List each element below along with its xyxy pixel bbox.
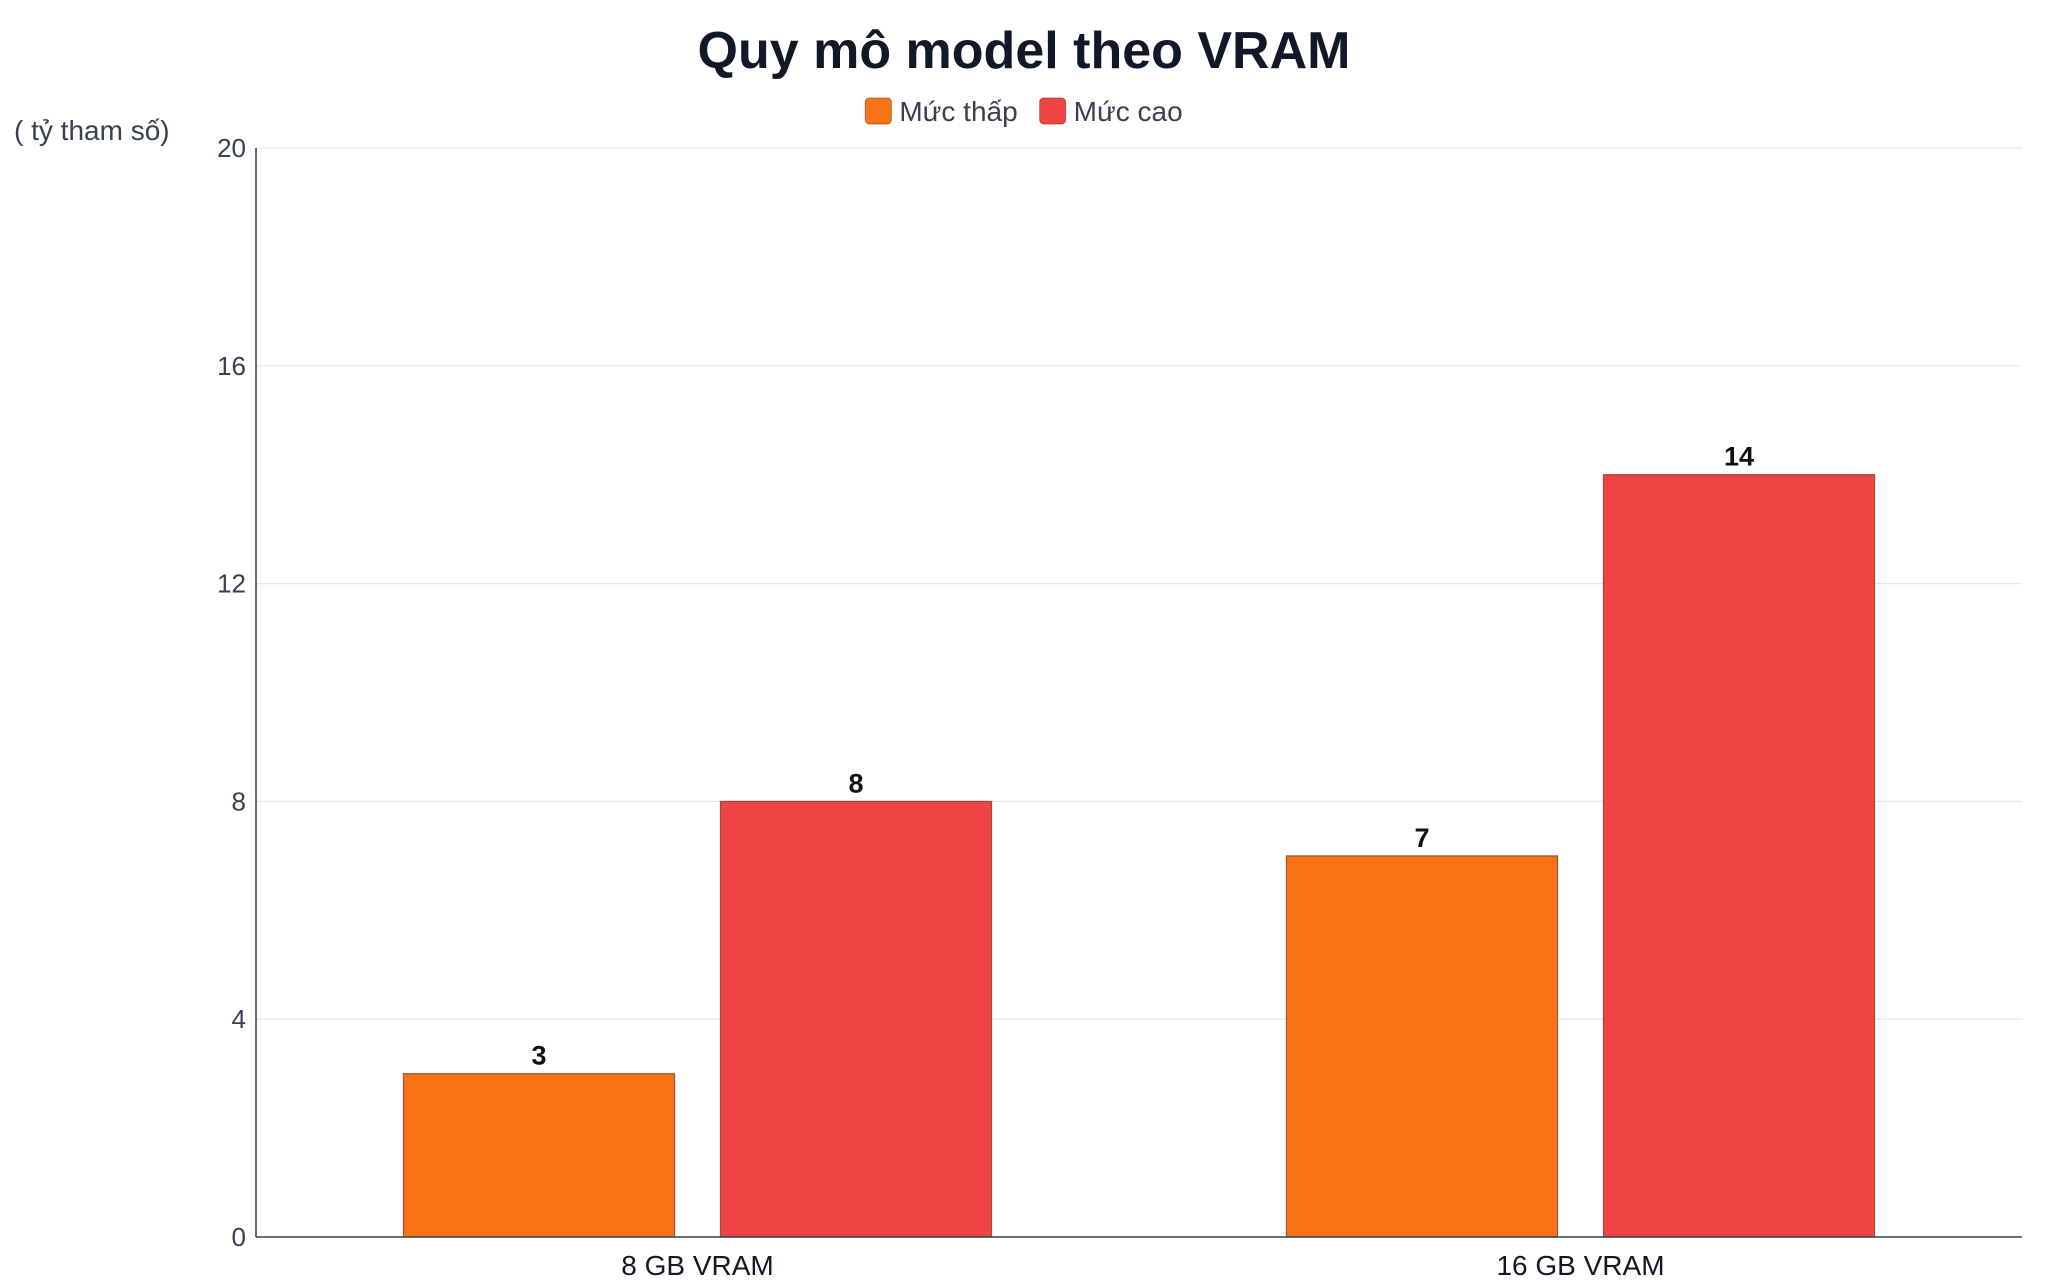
bars [402, 474, 1876, 1238]
y-axis-unit-label: ( tỷ tham số) [14, 115, 170, 146]
x-axis-labels: 8 GB VRAM 16 GB VRAM [621, 1250, 1664, 1281]
legend-swatch-muc-thap [864, 97, 892, 125]
y-tick-label-4: 4 [232, 1004, 246, 1034]
bar-16-gb-vram-muc-thap[interactable] [1285, 855, 1559, 1238]
legend-label-muc-thap: Mức thấp [899, 96, 1017, 127]
axes [255, 148, 2022, 1238]
legend-label-muc-cao: Mức cao [1074, 96, 1183, 127]
data-label-8-gb-vram-muc-thap: 3 [531, 1041, 546, 1071]
y-tick-label-0: 0 [232, 1222, 246, 1252]
legend-swatch-muc-cao [1039, 97, 1067, 125]
bar-8-gb-vram-muc-cao[interactable] [719, 800, 993, 1238]
data-label-16-gb-vram-muc-cao: 14 [1724, 442, 1754, 472]
x-category-label-16-gb-vram: 16 GB VRAM [1496, 1250, 1664, 1280]
bar-8-gb-vram-muc-thap[interactable] [402, 1073, 676, 1238]
y-tick-label-12: 12 [217, 569, 246, 599]
chart-title: Quy mô model theo VRAM [698, 22, 1351, 80]
y-tick-label-20: 20 [217, 133, 246, 163]
legend-item-muc-thap[interactable]: Mức thấp [864, 96, 1018, 127]
legend-item-muc-cao[interactable]: Mức cao [1039, 96, 1183, 127]
bar-16-gb-vram-muc-cao[interactable] [1602, 474, 1876, 1238]
y-axis-ticks: 0 4 8 12 16 20 [217, 133, 246, 1252]
data-label-16-gb-vram-muc-thap: 7 [1414, 823, 1429, 853]
legend: Mức thấp Mức cao [864, 96, 1183, 127]
data-label-8-gb-vram-muc-cao: 8 [848, 768, 863, 798]
data-labels: 3 8 7 14 [531, 442, 1754, 1071]
x-category-label-8-gb-vram: 8 GB VRAM [621, 1250, 773, 1280]
y-tick-label-8: 8 [232, 786, 246, 816]
y-tick-label-16: 16 [217, 351, 246, 381]
